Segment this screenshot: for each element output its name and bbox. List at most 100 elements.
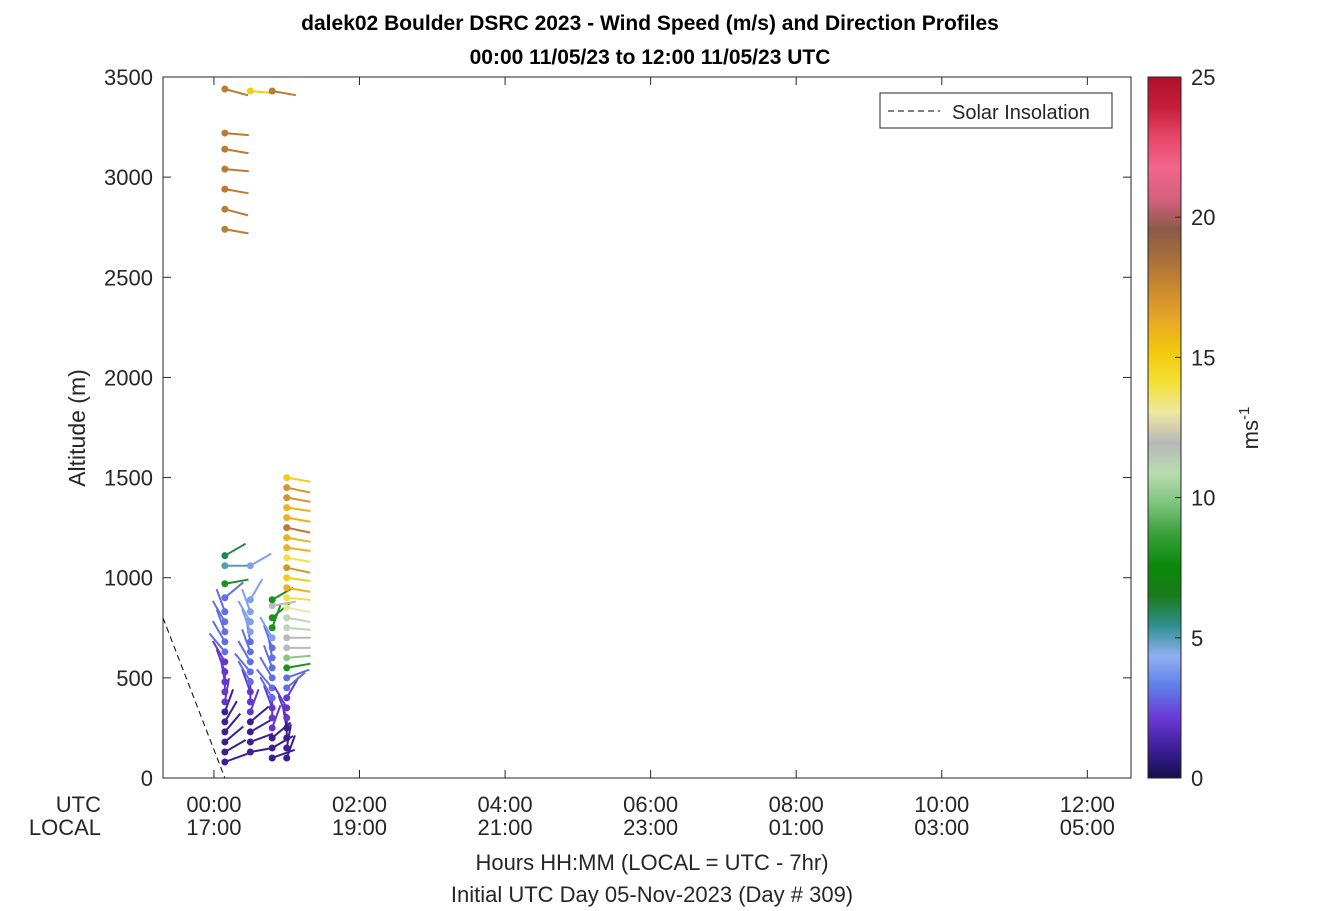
wind-point xyxy=(283,644,291,652)
wind-point xyxy=(246,698,254,706)
y-tick-label: 500 xyxy=(116,666,153,691)
x-tick-label-utc: 08:00 xyxy=(769,792,824,817)
wind-barb xyxy=(263,685,274,709)
wind-point xyxy=(283,484,291,492)
wind-point xyxy=(268,634,276,642)
wind-point xyxy=(283,654,291,662)
x-tick-label-local: 03:00 xyxy=(914,815,969,840)
wind-point xyxy=(268,654,276,662)
wind-point xyxy=(221,628,229,636)
wind-barb xyxy=(286,576,311,583)
wind-point xyxy=(221,129,229,137)
wind-point xyxy=(221,738,229,746)
wind-barb xyxy=(259,616,274,639)
wind-point xyxy=(283,634,291,642)
wind-barb xyxy=(224,752,248,763)
wind-barb xyxy=(286,526,311,534)
wind-barb xyxy=(211,600,226,623)
wind-point xyxy=(221,165,229,173)
y-axis-label: Altitude (m) xyxy=(64,369,90,487)
wind-barb xyxy=(249,705,270,723)
x-tick-label-utc: 06:00 xyxy=(623,792,678,817)
wind-point xyxy=(221,562,229,570)
wind-barb xyxy=(215,608,226,633)
wind-point xyxy=(221,698,229,706)
wind-barb xyxy=(286,486,311,494)
wind-point xyxy=(268,754,276,762)
wind-point xyxy=(221,552,229,560)
x-tick-label-local: 01:00 xyxy=(769,815,824,840)
wind-barb xyxy=(286,566,311,574)
wind-barb xyxy=(224,88,249,97)
wind-point xyxy=(283,744,291,752)
wind-point xyxy=(283,624,291,632)
wind-barb xyxy=(211,620,226,643)
x-row-label-utc: UTC xyxy=(56,792,101,817)
wind-point xyxy=(246,596,254,604)
wind-barb xyxy=(286,556,311,563)
colorbar-label: ms-1 xyxy=(1236,407,1263,450)
wind-barb xyxy=(286,654,311,659)
wind-barb xyxy=(271,705,282,729)
wind-barb xyxy=(286,668,310,679)
wind-barb xyxy=(286,546,311,553)
x-tick-label-local: 05:00 xyxy=(1060,815,1115,840)
x-axis-label: Hours HH:MM (LOCAL = UTC - 7hr) xyxy=(475,850,828,875)
wind-point xyxy=(246,608,254,616)
wind-barb xyxy=(224,739,247,753)
colorbar-bar xyxy=(1147,76,1182,779)
wind-barb xyxy=(211,640,226,663)
wind-point xyxy=(221,85,229,93)
wind-point xyxy=(221,718,229,726)
wind-barb xyxy=(286,606,311,613)
y-tick-label: 1500 xyxy=(104,466,153,491)
x-tick-label-local: 21:00 xyxy=(478,815,533,840)
wind-barb xyxy=(286,626,311,631)
wind-point xyxy=(221,668,229,676)
wind-barb xyxy=(224,132,249,137)
wind-point xyxy=(283,704,291,712)
wind-point xyxy=(283,734,291,742)
y-tick-label: 3000 xyxy=(104,165,153,190)
wind-point xyxy=(268,664,276,672)
wind-point xyxy=(246,728,254,736)
wind-barb xyxy=(237,660,252,683)
wind-point xyxy=(268,644,276,652)
x-tick-label-utc: 00:00 xyxy=(186,792,241,817)
wind-barb xyxy=(223,700,238,723)
wind-barb xyxy=(241,628,252,653)
y-tick-label: 3500 xyxy=(104,65,153,90)
wind-point xyxy=(246,618,254,626)
wind-barb xyxy=(224,228,249,235)
wind-barb xyxy=(223,689,235,713)
y-tick-label: 0 xyxy=(141,766,153,791)
wind-point xyxy=(283,544,291,552)
wind-barb xyxy=(224,542,247,557)
wind-barb xyxy=(224,208,249,217)
wind-point xyxy=(246,562,254,570)
wind-point xyxy=(283,534,291,542)
wind-point xyxy=(221,225,229,233)
wind-point xyxy=(268,714,276,722)
wind-point xyxy=(268,614,276,622)
wind-point xyxy=(283,584,291,592)
wind-point xyxy=(283,714,291,722)
x-tick-label-utc: 12:00 xyxy=(1060,792,1115,817)
wind-barb xyxy=(224,712,242,733)
wind-point xyxy=(221,728,229,736)
x-tick-label-local: 19:00 xyxy=(332,815,387,840)
wind-point xyxy=(268,724,276,732)
wind-point xyxy=(246,708,254,716)
wind-barb xyxy=(224,148,249,155)
chart-title-line2: 00:00 11/05/23 to 12:00 11/05/23 UTC xyxy=(470,46,831,69)
wind-point xyxy=(221,688,229,696)
legend: Solar Insolation xyxy=(879,92,1113,129)
wind-point xyxy=(246,718,254,726)
axes-box xyxy=(162,76,1132,779)
wind-barb xyxy=(271,600,296,607)
x-row-label-local: LOCAL xyxy=(29,815,101,840)
wind-point xyxy=(283,494,291,502)
wind-point xyxy=(246,638,254,646)
wind-point xyxy=(246,658,254,666)
colorbar-tick-label: 10 xyxy=(1191,486,1215,511)
